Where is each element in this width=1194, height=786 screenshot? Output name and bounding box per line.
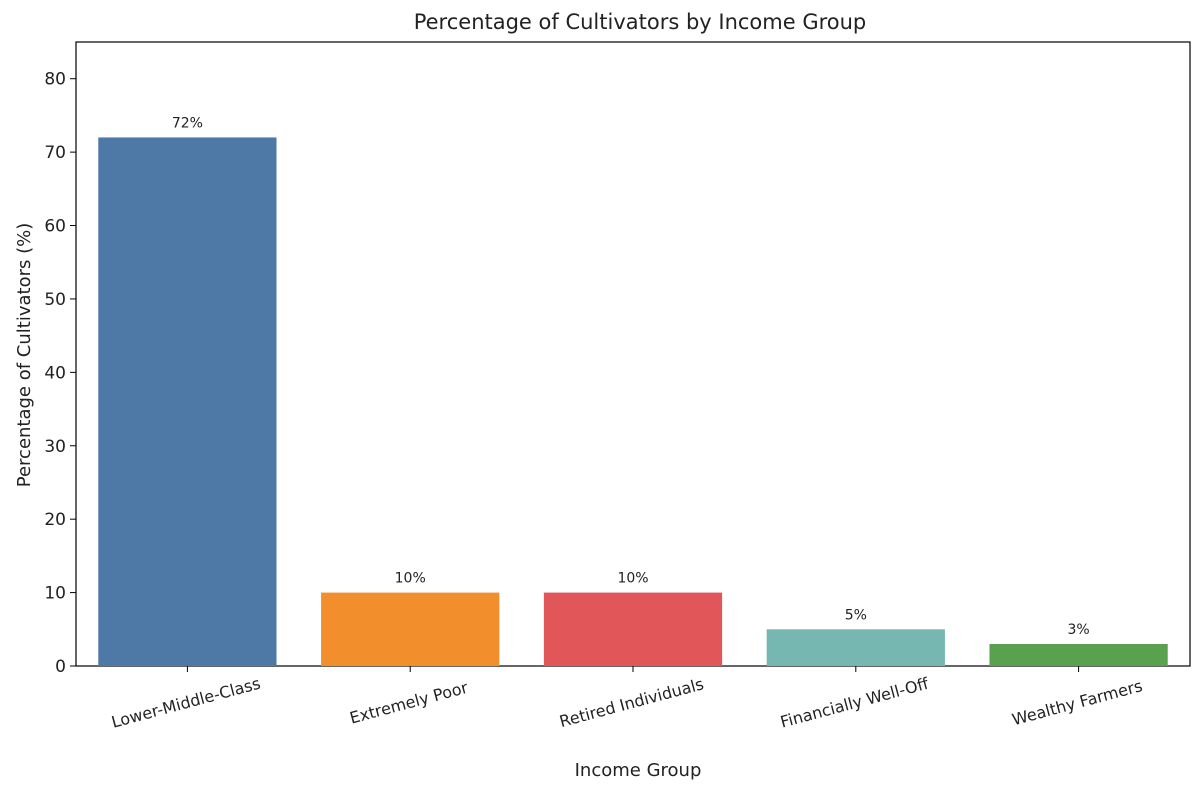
x-axis-label: Income Group <box>575 760 702 781</box>
y-tick-label: 0 <box>55 657 66 677</box>
x-tick-label: Financially Well-Off <box>778 674 931 732</box>
bar <box>321 592 500 666</box>
data-label: 10% <box>395 571 426 587</box>
chart-title: Percentage of Cultivators by Income Grou… <box>414 10 867 34</box>
bar <box>989 643 1168 666</box>
bar <box>766 629 945 666</box>
y-tick-label: 40 <box>44 363 66 383</box>
y-tick-label: 60 <box>44 217 66 237</box>
bar <box>543 592 723 666</box>
y-tick-label: 20 <box>44 510 66 530</box>
x-tick-label: Extremely Poor <box>348 678 471 728</box>
bar <box>98 137 277 666</box>
y-tick-label: 10 <box>44 584 66 604</box>
x-tick-label: Lower-Middle-Class <box>109 674 262 732</box>
x-tick-label: Wealthy Farmers <box>1010 676 1144 729</box>
x-tick-label: Retired Individuals <box>557 674 705 731</box>
data-label: 72% <box>172 115 203 131</box>
y-tick-label: 50 <box>44 290 66 310</box>
y-tick-label: 30 <box>44 437 66 457</box>
y-axis-label: Percentage of Cultivators (%) <box>14 223 35 488</box>
data-label: 10% <box>617 571 648 587</box>
data-label: 5% <box>845 607 867 623</box>
y-tick-label: 70 <box>44 143 66 163</box>
plot-area: 0 10 20 30 40 50 60 70 80 72% Lower-Middle-Class 10… <box>44 41 1191 732</box>
y-tick-label: 80 <box>44 70 66 90</box>
data-label: 3% <box>1067 622 1089 638</box>
